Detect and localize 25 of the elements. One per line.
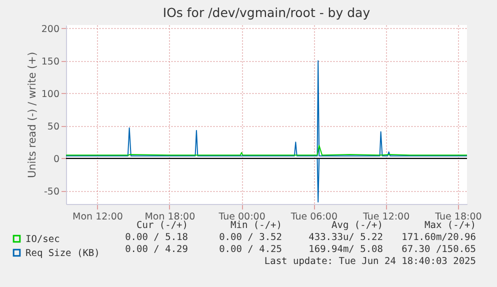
- text: 0.00 / 3.52: [219, 232, 282, 243]
- text: 169.94m/ 5.08: [308, 244, 383, 255]
- text: Last update: Tue Jun 24 18:40:03 2025: [264, 256, 476, 267]
- y-tick-label: 0: [53, 154, 60, 165]
- y-tick-label: 200: [41, 24, 60, 35]
- legend-label: IO/sec: [26, 234, 60, 245]
- text: 171.60m/20.96: [402, 232, 476, 243]
- legend-label: Req Size (KB): [26, 248, 100, 259]
- text: 0.00 / 4.29: [125, 244, 188, 255]
- y-tick-label: -50: [44, 186, 60, 198]
- text: 67.30 /150.65: [402, 244, 476, 255]
- y-tick-label: 50: [47, 121, 60, 132]
- text: Min (-/+): [230, 220, 282, 231]
- text: 0.00 / 5.18: [125, 232, 188, 243]
- y-tick-label: 150: [41, 56, 60, 68]
- text: 433.33u/ 5.22: [308, 232, 383, 243]
- y-axis-title: Units read (-) / write (+): [26, 52, 38, 178]
- text: Cur (-/+): [136, 220, 188, 231]
- text: Avg (-/+): [332, 220, 383, 231]
- x-tick-label: Tue 06:00: [290, 212, 338, 222]
- text: 0.00 / 4.25: [219, 244, 282, 255]
- text: Max (-/+): [424, 220, 476, 231]
- y-tick-label: 100: [41, 88, 60, 100]
- x-tick-label: Mon 12:00: [72, 212, 123, 222]
- chart-title: IOs for /dev/vgmain/root - by day: [162, 4, 371, 20]
